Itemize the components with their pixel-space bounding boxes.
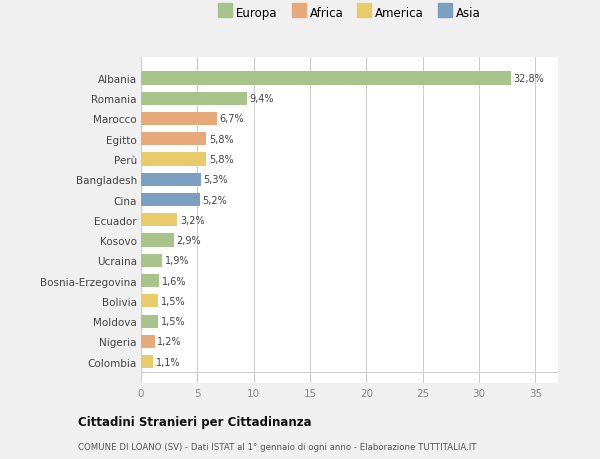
Text: 1,5%: 1,5% bbox=[161, 296, 185, 306]
Bar bbox=[141, 92, 247, 106]
Bar bbox=[141, 214, 177, 227]
Bar bbox=[141, 234, 173, 247]
Bar bbox=[141, 153, 206, 166]
Text: Cittadini Stranieri per Cittadinanza: Cittadini Stranieri per Cittadinanza bbox=[78, 415, 311, 428]
Text: 1,6%: 1,6% bbox=[162, 276, 187, 286]
Text: 1,1%: 1,1% bbox=[156, 357, 181, 367]
Bar bbox=[141, 274, 159, 287]
Bar bbox=[141, 194, 200, 207]
Bar bbox=[141, 315, 158, 328]
Bar bbox=[141, 295, 158, 308]
Text: 1,2%: 1,2% bbox=[157, 336, 182, 347]
Bar bbox=[141, 355, 154, 369]
Legend: Europa, Africa, America, Asia: Europa, Africa, America, Asia bbox=[216, 5, 483, 22]
Text: COMUNE DI LOANO (SV) - Dati ISTAT al 1° gennaio di ogni anno - Elaborazione TUTT: COMUNE DI LOANO (SV) - Dati ISTAT al 1° … bbox=[78, 442, 476, 451]
Text: 3,2%: 3,2% bbox=[180, 215, 205, 225]
Bar bbox=[141, 174, 201, 186]
Bar bbox=[141, 335, 155, 348]
Bar bbox=[141, 133, 206, 146]
Text: 1,9%: 1,9% bbox=[165, 256, 190, 266]
Text: 5,8%: 5,8% bbox=[209, 155, 234, 165]
Text: 2,9%: 2,9% bbox=[176, 235, 201, 246]
Bar bbox=[141, 72, 511, 85]
Text: 1,5%: 1,5% bbox=[161, 316, 185, 326]
Bar bbox=[141, 112, 217, 126]
Text: 9,4%: 9,4% bbox=[250, 94, 274, 104]
Bar bbox=[141, 254, 163, 267]
Text: 6,7%: 6,7% bbox=[220, 114, 244, 124]
Text: 5,2%: 5,2% bbox=[202, 195, 227, 205]
Text: 5,8%: 5,8% bbox=[209, 134, 234, 145]
Text: 32,8%: 32,8% bbox=[514, 74, 544, 84]
Text: 5,3%: 5,3% bbox=[203, 175, 228, 185]
